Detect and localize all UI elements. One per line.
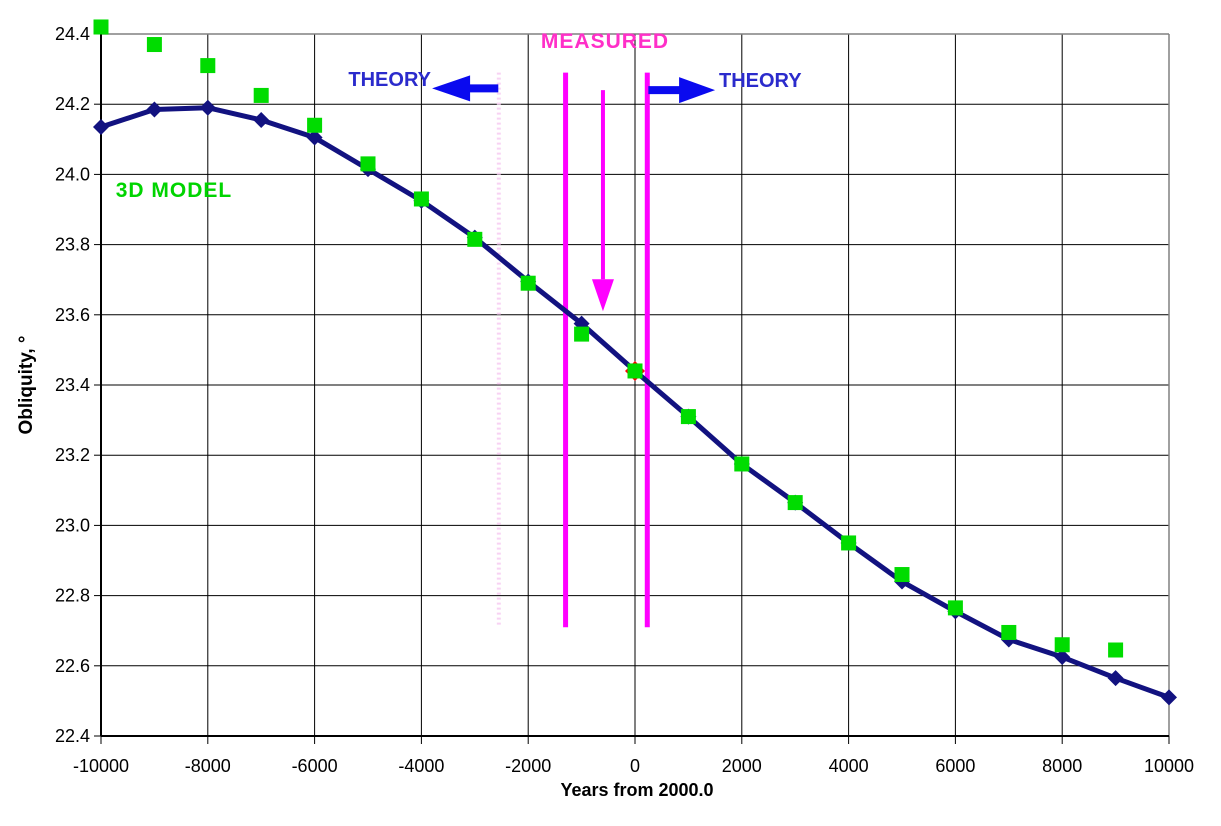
measured-down-arrow-head <box>591 279 614 312</box>
theory-data-point <box>146 101 163 118</box>
theory-right-annotation-label: THEORY <box>719 70 802 92</box>
y-tick-label: 24.4 <box>55 24 90 44</box>
x-tick-label: 6000 <box>935 756 975 776</box>
model-data-point <box>1001 624 1017 640</box>
model-data-point <box>413 191 429 207</box>
model-data-point <box>734 456 750 472</box>
model-data-point <box>1108 642 1124 658</box>
y-tick-label: 22.6 <box>55 656 90 676</box>
x-tick-label: 10000 <box>1144 756 1194 776</box>
theory-data-point <box>199 99 216 116</box>
theory-data-point <box>1107 670 1124 687</box>
measured-annotation-label: MEASURED <box>540 30 670 53</box>
x-axis-title: Years from 2000.0 <box>560 780 714 800</box>
model-data-point <box>253 87 269 103</box>
x-tick-label: -6000 <box>292 756 338 776</box>
theory-data-point <box>1161 689 1177 706</box>
model-data-point <box>467 231 483 247</box>
y-tick-label: 24.0 <box>55 164 90 184</box>
theory-right-arrow-head <box>679 77 716 104</box>
x-tick-label: 4000 <box>829 756 869 776</box>
theory-data-point <box>253 111 270 128</box>
y-axis-title: Obliquity, ° <box>16 335 37 435</box>
model-data-point <box>360 156 376 172</box>
theory-data-point <box>93 119 109 136</box>
model-data-point <box>574 326 590 342</box>
model-data-point <box>627 363 643 379</box>
x-tick-label: -10000 <box>73 756 129 776</box>
x-tick-label: -2000 <box>505 756 551 776</box>
model-data-point <box>200 58 216 74</box>
x-tick-label: -8000 <box>185 756 231 776</box>
model-data-point <box>520 275 536 291</box>
x-tick-label: 8000 <box>1042 756 1082 776</box>
theory-data-point <box>306 129 323 146</box>
model-data-point <box>307 117 323 133</box>
model-data-point <box>680 409 696 425</box>
model-data-point <box>93 19 109 35</box>
y-tick-label: 22.4 <box>55 726 90 746</box>
y-tick-label: 23.0 <box>55 515 90 535</box>
x-tick-label: -4000 <box>398 756 444 776</box>
theory-left-arrow-head <box>432 75 471 102</box>
x-tick-label: 0 <box>630 756 640 776</box>
model-data-point <box>146 37 162 53</box>
y-tick-label: 23.2 <box>55 445 90 465</box>
y-tick-label: 22.8 <box>55 586 90 606</box>
model-data-point <box>894 567 910 583</box>
y-tick-label: 24.2 <box>55 94 90 114</box>
y-tick-label: 23.6 <box>55 305 90 325</box>
model-data-point <box>787 495 803 511</box>
model-data-point <box>841 535 857 551</box>
model-data-point <box>947 600 963 616</box>
x-tick-label: 2000 <box>722 756 762 776</box>
model-series-label: 3D MODEL <box>115 179 233 202</box>
y-tick-label: 23.8 <box>55 235 90 255</box>
y-tick-label: 23.4 <box>55 375 90 395</box>
theory-left-annotation-label: THEORY <box>348 69 431 91</box>
model-data-point <box>1054 637 1070 653</box>
theory-data-point <box>1054 649 1071 666</box>
